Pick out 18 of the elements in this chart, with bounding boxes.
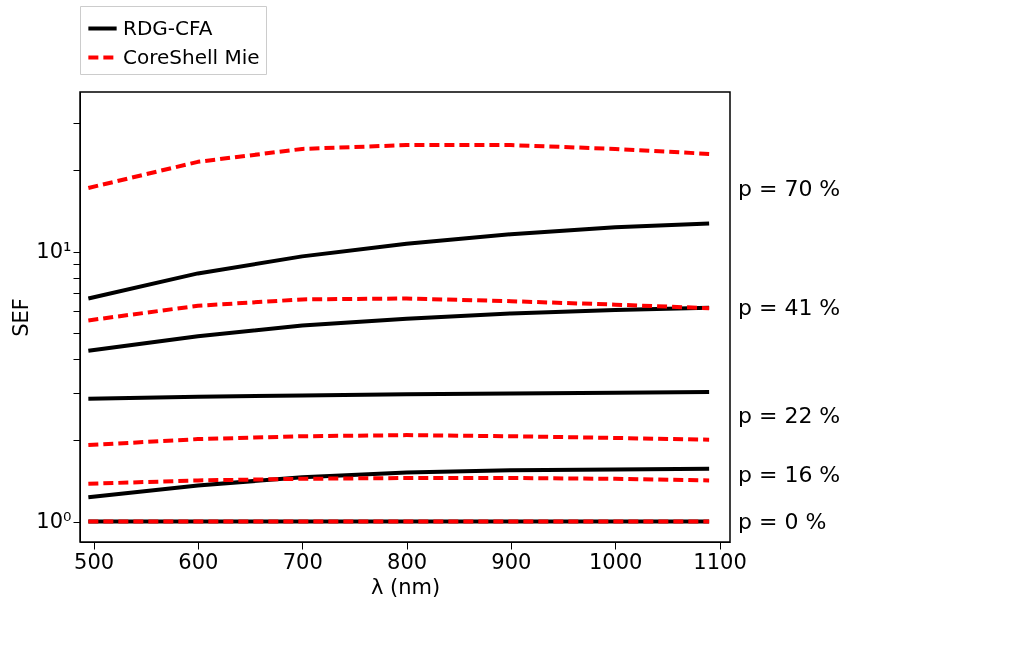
y-tick-label: 10¹ <box>36 239 72 264</box>
x-tick-label: 700 <box>282 549 323 574</box>
text: p = 41 % <box>738 294 841 320</box>
text: p = 22 % <box>738 402 841 428</box>
x-tick-label: 1100 <box>693 549 747 574</box>
text: p = 70 % <box>738 175 841 201</box>
legend-label: CoreShell Mie <box>123 44 260 69</box>
x-tick-label: 800 <box>387 549 428 574</box>
x-tick-label: 500 <box>74 549 115 574</box>
text: p = 0 % <box>738 508 827 534</box>
x-tick-label: 1000 <box>589 549 643 574</box>
legend-label: RDG-CFA <box>123 15 213 40</box>
text: p = 16 % <box>738 461 841 487</box>
y-tick-label: 10⁰ <box>36 509 72 534</box>
y-axis-title: SEF <box>9 298 34 337</box>
x-axis-title: λ (nm) <box>370 574 441 599</box>
x-tick-label: 900 <box>491 549 532 574</box>
x-tick-label: 600 <box>178 549 219 574</box>
